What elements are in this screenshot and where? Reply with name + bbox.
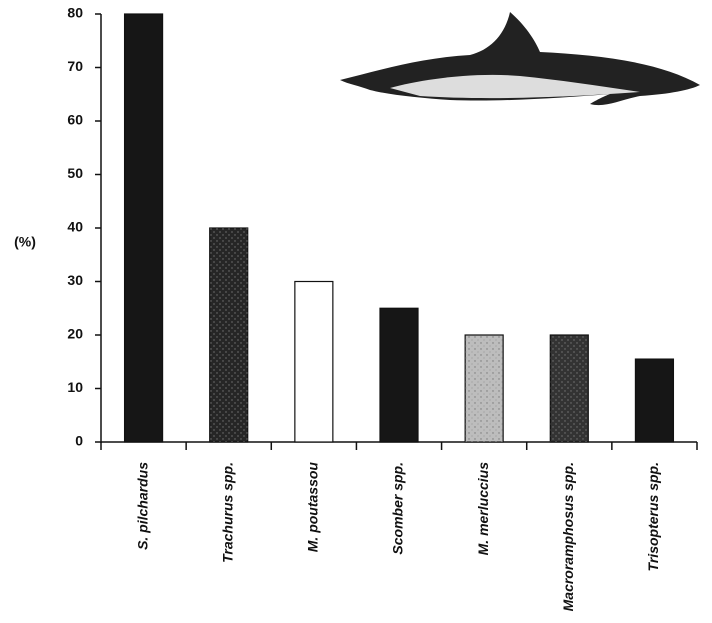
bar-texture bbox=[550, 335, 589, 442]
x-tick-label: Trisopterus spp. bbox=[645, 462, 661, 571]
x-tick-label: Scomber spp. bbox=[390, 462, 406, 555]
bar bbox=[379, 307, 419, 443]
y-tick-label: 60 bbox=[67, 112, 83, 128]
x-tick-label: S. pilchardus bbox=[134, 462, 150, 550]
y-tick-label: 50 bbox=[67, 165, 83, 181]
y-axis-label: (%) bbox=[14, 234, 36, 250]
y-tick-label: 80 bbox=[67, 5, 83, 21]
x-tick-label: M. poutassou bbox=[305, 462, 321, 553]
bar-texture bbox=[209, 228, 248, 442]
y-tick-label: 10 bbox=[67, 379, 83, 395]
y-tick-label: 30 bbox=[67, 272, 83, 288]
bar bbox=[123, 13, 164, 443]
x-tick-label: Macroramphosus spp. bbox=[560, 462, 576, 611]
dolphin-illustration bbox=[340, 12, 700, 106]
x-tick-label: M. merluccius bbox=[475, 462, 491, 556]
x-tick-label: Trachurus spp. bbox=[219, 462, 235, 563]
y-tick-label: 20 bbox=[67, 326, 83, 342]
y-tick-label: 70 bbox=[67, 58, 83, 74]
bar-texture bbox=[465, 335, 504, 442]
y-tick-label: 40 bbox=[67, 219, 83, 235]
bar bbox=[294, 280, 334, 443]
bar bbox=[634, 358, 675, 443]
y-tick-label: 0 bbox=[75, 433, 83, 449]
